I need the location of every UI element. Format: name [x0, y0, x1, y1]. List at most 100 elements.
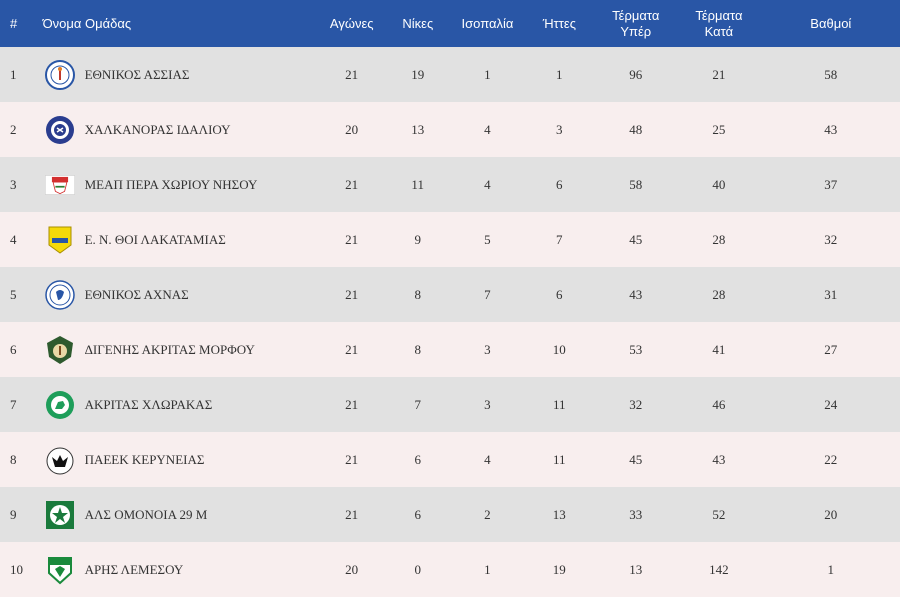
row-wins: 9: [414, 231, 421, 247]
row-played: 20: [345, 561, 359, 577]
row-played: 21: [345, 341, 359, 357]
row-points: 22: [824, 451, 838, 467]
row-goals-for: 33: [629, 506, 643, 522]
row-team-name[interactable]: ΑΡΗΣ ΛΕΜΕΣΟΥ: [84, 561, 184, 577]
row-position: 5: [10, 286, 17, 302]
row-team[interactable]: ΑΡΗΣ ΛΕΜΕΣΟΥ: [41, 555, 320, 585]
table-row[interactable]: 8 ΠΑΕΕΚ ΚΕΡΥΝΕΙΑΣ 21 6 4 11 45 43 22: [0, 432, 900, 487]
thoi-logo-icon: [45, 225, 75, 255]
row-goals-for: 58: [629, 176, 643, 192]
row-goals-against: 28: [712, 231, 726, 247]
header-losses[interactable]: Ήττες: [542, 15, 576, 31]
header-team-name[interactable]: Όνομα Ομάδας: [42, 15, 132, 31]
row-position: 10: [10, 561, 23, 577]
row-team-name[interactable]: ΠΑΕΕΚ ΚΕΡΥΝΕΙΑΣ: [84, 451, 205, 467]
table-row[interactable]: 9 ΑΛΣ ΟΜΟΝΟΙΑ 29 Μ 21 6 2 13 33 52 20: [0, 487, 900, 542]
row-draws: 3: [484, 341, 491, 357]
row-points: 43: [824, 121, 838, 137]
row-goals-for: 96: [629, 66, 643, 82]
row-wins: 8: [414, 341, 421, 357]
row-goals-against: 25: [712, 121, 726, 137]
row-played: 21: [345, 231, 359, 247]
row-position: 4: [10, 231, 17, 247]
row-wins: 8: [414, 286, 421, 302]
row-goals-against: 46: [712, 396, 726, 412]
row-goals-for: 53: [629, 341, 643, 357]
row-draws: 3: [484, 396, 491, 412]
table-row[interactable]: 4 Ε. Ν. ΘΟΙ ΛΑΚΑΤΑΜΙΑΣ 21 9 5 7 45 28 32: [0, 212, 900, 267]
row-points: 24: [824, 396, 838, 412]
row-team[interactable]: ΧΑΛΚΑΝΟΡΑΣ ΙΔΑΛΙΟΥ: [41, 115, 320, 145]
header-draws[interactable]: Ισοπαλία: [461, 15, 514, 31]
table-body: 1 ΕΘΝΙΚΟΣ ΑΣΣΙΑΣ 21 19 1 1 96 21 58 2 ΧΑΛΚΑΝΟΡΑΣ Ι…: [0, 47, 900, 597]
row-team[interactable]: ΕΘΝΙΚΟΣ ΑΣΣΙΑΣ: [41, 59, 320, 90]
row-team-name[interactable]: ΔΙΓΕΝΗΣ ΑΚΡΙΤΑΣ ΜΟΡΦΟΥ: [84, 341, 255, 357]
row-team[interactable]: ΔΙΓΕΝΗΣ ΑΚΡΙΤΑΣ ΜΟΡΦΟΥ: [41, 335, 320, 365]
row-points: 20: [824, 506, 838, 522]
ethnikos-assias-logo-icon: [44, 59, 75, 90]
row-goals-for: 32: [629, 396, 643, 412]
table-row[interactable]: 1 ΕΘΝΙΚΟΣ ΑΣΣΙΑΣ 21 19 1 1 96 21 58: [0, 47, 900, 102]
row-losses: 6: [556, 286, 563, 302]
row-wins: 19: [411, 66, 425, 82]
row-points: 58: [824, 66, 838, 82]
row-team-name[interactable]: ΑΛΣ ΟΜΟΝΟΙΑ 29 Μ: [84, 506, 208, 522]
row-team[interactable]: ΑΚΡΙΤΑΣ ΧΛΩΡΑΚΑΣ: [41, 390, 320, 420]
row-team-name[interactable]: ΧΑΛΚΑΝΟΡΑΣ ΙΔΑΛΙΟΥ: [84, 121, 231, 137]
row-played: 20: [345, 121, 359, 137]
row-played: 21: [345, 451, 359, 467]
row-draws: 4: [484, 451, 491, 467]
row-goals-against: 52: [712, 506, 726, 522]
table-row[interactable]: 3 ΜΕΑΠ ΠΕΡΑ ΧΩΡΙΟΥ ΝΗΣΟΥ 21 11 4 6 58 40 37: [0, 157, 900, 212]
header-played[interactable]: Αγώνες: [329, 15, 374, 31]
header-position[interactable]: #: [10, 15, 18, 31]
row-team-name[interactable]: ΕΘΝΙΚΟΣ ΑΧΝΑΣ: [84, 286, 189, 302]
row-played: 21: [345, 506, 359, 522]
row-team[interactable]: Ε. Ν. ΘΟΙ ΛΑΚΑΤΑΜΙΑΣ: [41, 225, 320, 255]
row-team[interactable]: ΜΕΑΠ ΠΕΡΑ ΧΩΡΙΟΥ ΝΗΣΟΥ: [41, 170, 320, 200]
row-draws: 2: [484, 506, 491, 522]
row-draws: 1: [484, 66, 491, 82]
row-goals-for: 13: [629, 561, 643, 577]
header-goals-for[interactable]: Τέρματα Υπέρ: [595, 8, 676, 40]
row-points: 37: [824, 176, 838, 192]
row-wins: 13: [411, 121, 425, 137]
akritas-logo-icon: [45, 390, 75, 420]
row-team-name[interactable]: ΜΕΑΠ ΠΕΡΑ ΧΩΡΙΟΥ ΝΗΣΟΥ: [84, 176, 258, 192]
row-position: 9: [10, 506, 17, 522]
header-goals-against[interactable]: Τέρματα Κατά: [676, 8, 761, 40]
row-losses: 6: [556, 176, 563, 192]
row-points: 27: [824, 341, 838, 357]
header-wins[interactable]: Νίκες: [402, 15, 434, 31]
row-draws: 4: [484, 121, 491, 137]
row-team[interactable]: ΕΘΝΙΚΟΣ ΑΧΝΑΣ: [41, 279, 320, 310]
row-team-name[interactable]: ΕΘΝΙΚΟΣ ΑΣΣΙΑΣ: [84, 66, 190, 82]
row-goals-against: 41: [712, 341, 726, 357]
table-row[interactable]: 5 ΕΘΝΙΚΟΣ ΑΧΝΑΣ 21 8 7 6 43 28 31: [0, 267, 900, 322]
header-goals-against-line1: Τέρματα: [695, 7, 743, 23]
row-draws: 7: [484, 286, 491, 302]
table-row[interactable]: 10 ΑΡΗΣ ΛΕΜΕΣΟΥ 20 0 1 19 13 142 1: [0, 542, 900, 597]
table-row[interactable]: 7 ΑΚΡΙΤΑΣ ΧΛΩΡΑΚΑΣ 21 7 3 11 32 46 24: [0, 377, 900, 432]
row-team[interactable]: ΠΑΕΕΚ ΚΕΡΥΝΕΙΑΣ: [41, 445, 320, 475]
header-points[interactable]: Βαθμοί: [810, 15, 852, 31]
row-position: 3: [10, 176, 17, 192]
row-team-name[interactable]: Ε. Ν. ΘΟΙ ΛΑΚΑΤΑΜΙΑΣ: [84, 231, 226, 247]
row-losses: 7: [556, 231, 563, 247]
row-team[interactable]: ΑΛΣ ΟΜΟΝΟΙΑ 29 Μ: [41, 500, 320, 530]
row-goals-for: 45: [629, 231, 643, 247]
paeek-logo-icon: [45, 445, 75, 475]
row-losses: 11: [553, 396, 566, 412]
chalkanoras-logo-icon: [45, 115, 75, 145]
digenis-logo-icon: [45, 335, 75, 365]
row-draws: 1: [484, 561, 491, 577]
aris-logo-icon: [45, 555, 75, 585]
row-goals-for: 43: [629, 286, 643, 302]
row-points: 32: [824, 231, 838, 247]
row-played: 21: [345, 396, 359, 412]
row-draws: 4: [484, 176, 491, 192]
table-row[interactable]: 2 ΧΑΛΚΑΝΟΡΑΣ ΙΔΑΛΙΟΥ 20 13 4 3 48 25 43: [0, 102, 900, 157]
table-row[interactable]: 6 ΔΙΓΕΝΗΣ ΑΚΡΙΤΑΣ ΜΟΡΦΟΥ 21 8 3 10 53 41 27: [0, 322, 900, 377]
row-team-name[interactable]: ΑΚΡΙΤΑΣ ΧΛΩΡΑΚΑΣ: [84, 396, 213, 412]
